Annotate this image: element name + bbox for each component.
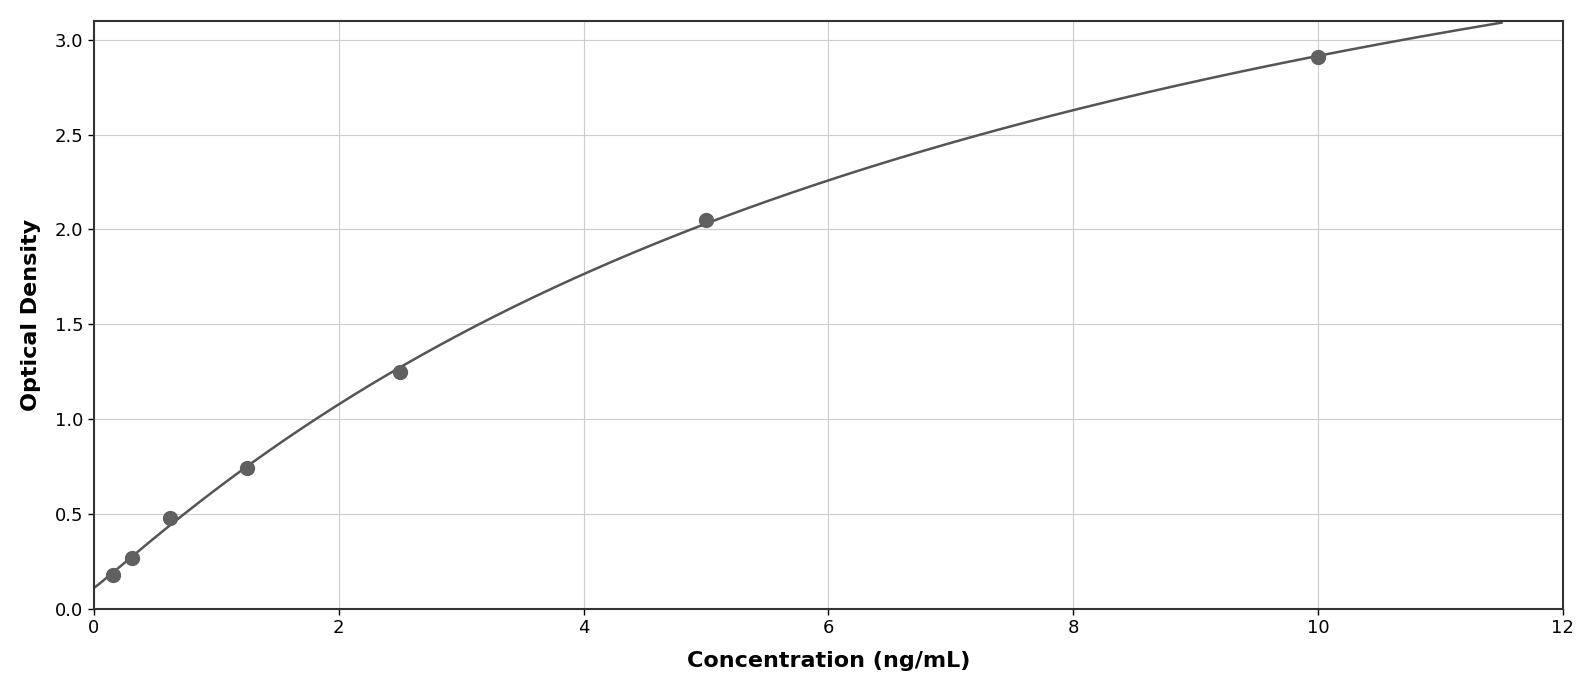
Point bbox=[158, 512, 183, 523]
Point bbox=[100, 570, 126, 581]
Point bbox=[1305, 51, 1330, 62]
Point bbox=[234, 463, 260, 474]
Point bbox=[120, 552, 145, 563]
Point bbox=[388, 366, 413, 377]
X-axis label: Concentration (ng/mL): Concentration (ng/mL) bbox=[686, 651, 970, 671]
Y-axis label: Optical Density: Optical Density bbox=[21, 219, 41, 411]
Point bbox=[694, 215, 719, 226]
